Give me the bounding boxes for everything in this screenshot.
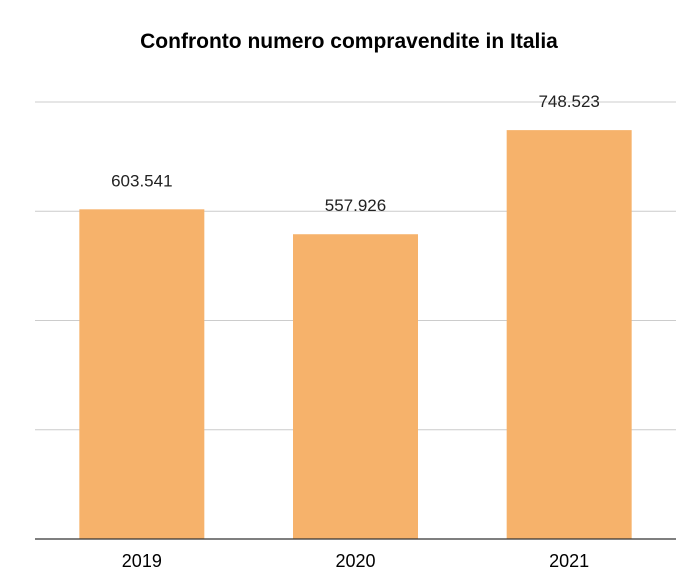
x-tick-label-2021: 2021 [549,551,589,571]
data-labels: 603.541 557.926 748.523 [111,92,600,215]
bar-2021 [506,130,632,539]
x-tick-label-2020: 2020 [335,551,375,571]
bar-2019 [79,209,205,539]
x-tick-labels: 2019 2020 2021 [122,551,589,571]
data-label-2020: 557.926 [325,196,386,215]
x-tick-label-2019: 2019 [122,551,162,571]
bars [79,130,632,540]
data-label-2019: 603.541 [111,171,172,190]
data-label-2021: 748.523 [538,92,599,111]
bar-2020 [293,234,418,540]
chart-title: Confronto numero compravendite in Italia [140,30,558,53]
